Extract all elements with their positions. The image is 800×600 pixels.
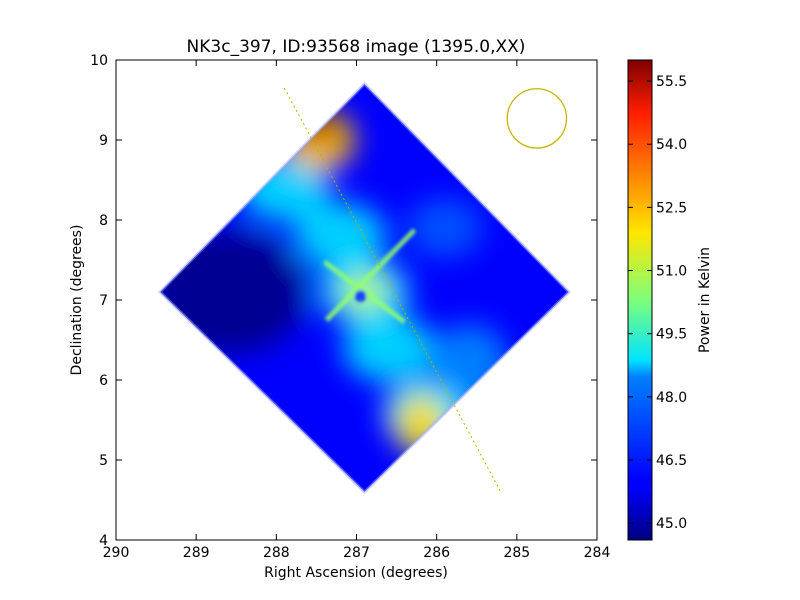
field-edge — [157, 81, 572, 495]
colorbar-tick-label: 49.5 — [656, 327, 687, 343]
x-tick-label: 286 — [423, 545, 450, 561]
colorbar-tick-label: 52.5 — [656, 200, 687, 216]
x-tick-label: 287 — [343, 545, 370, 561]
y-tick-label: 4 — [99, 533, 108, 549]
y-axis-ticks: 4 5 6 7 8 9 10 — [90, 53, 597, 549]
field-band-segment — [342, 314, 435, 382]
colorbar-gradient — [627, 59, 653, 541]
colorbar-tick-label: 51.0 — [656, 264, 687, 280]
colorbar-tick-label: 55.5 — [656, 74, 687, 90]
y-tick-label: 8 — [99, 213, 108, 229]
colorbar: 45.0 46.5 48.0 49.5 51.0 52.5 54.0 55.5 Power i… — [627, 59, 713, 541]
plot-area: 290 289 288 287 286 285 284 4 5 6 7 8 9 10 — [90, 53, 610, 561]
colorbar-label: Power in Kelvin — [697, 247, 713, 353]
y-tick-label: 9 — [99, 133, 108, 149]
colorbar-ticks: 45.0 46.5 48.0 49.5 51.0 52.5 54.0 55.5 — [628, 74, 687, 532]
y-axis-label: Declination (degrees) — [69, 225, 85, 376]
x-axis-ticks: 290 289 288 287 286 285 284 — [103, 60, 611, 561]
colorbar-tick-label: 54.0 — [656, 137, 687, 153]
beam-circle — [506, 88, 568, 149]
ridge-core — [354, 290, 367, 302]
x-tick-label: 285 — [503, 545, 530, 561]
overlay-layer — [283, 87, 568, 493]
colorbar-tick-label: 45.0 — [656, 516, 687, 532]
ridge-arm — [324, 228, 417, 322]
x-tick-label: 290 — [103, 545, 130, 561]
x-tick-label: 289 — [183, 545, 210, 561]
field-band-segment — [406, 198, 483, 258]
x-axis-label: Right Ascension (degrees) — [264, 565, 448, 581]
ridge-cross — [323, 228, 417, 324]
y-tick-label: 5 — [99, 453, 108, 469]
y-tick-label: 6 — [99, 373, 108, 389]
y-tick-label: 10 — [90, 53, 108, 69]
colorbar-tick-label: 46.5 — [656, 453, 687, 469]
scan-line — [283, 87, 502, 493]
x-tick-label: 284 — [584, 545, 611, 561]
y-tick-label: 7 — [99, 293, 108, 309]
field-band-segment — [294, 202, 387, 270]
chart-title: NK3c_397, ID:93568 image (1395.0,XX) — [187, 37, 526, 57]
colorbar-tick-label: 48.0 — [656, 390, 687, 406]
x-tick-label: 288 — [263, 545, 290, 561]
